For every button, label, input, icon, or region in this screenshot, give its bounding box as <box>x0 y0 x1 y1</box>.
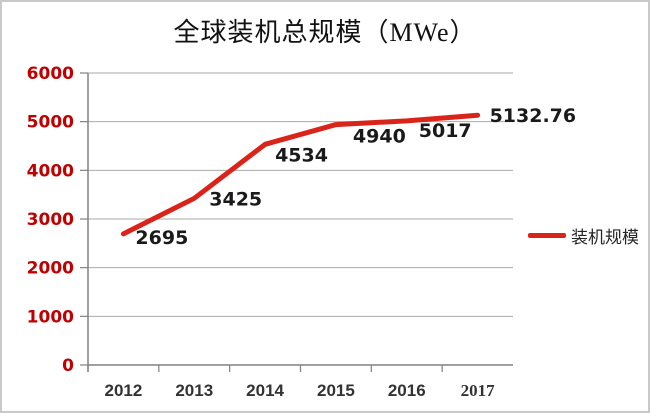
x-axis-tick-label: 2015 <box>317 381 355 400</box>
series-line <box>120 112 481 237</box>
data-point-label: 4534 <box>275 144 328 166</box>
legend: 装机规模 <box>528 223 639 248</box>
y-axis-tick-label: 5000 <box>27 113 74 133</box>
chart-title: 全球装机总规模（MWe） <box>173 18 477 47</box>
y-axis-tick-label: 3000 <box>27 210 74 230</box>
y-axis-tick-label: 6000 <box>27 64 74 84</box>
x-axis-tick-label: 2017 <box>461 381 496 400</box>
data-point-label: 3425 <box>209 188 262 210</box>
x-axis-tick-label: 2012 <box>105 381 143 400</box>
data-point-label: 2695 <box>135 227 188 249</box>
x-axis-tick-label: 2013 <box>175 381 213 400</box>
y-axis-tick-label: 2000 <box>27 259 74 279</box>
x-axis-tick-label: 2014 <box>246 381 284 400</box>
x-axis-tick-label: 2016 <box>388 381 426 400</box>
y-axis-tick-label: 4000 <box>27 161 74 181</box>
y-axis-tick-label: 1000 <box>27 307 74 327</box>
data-point-label: 5132.76 <box>490 105 577 127</box>
data-point-label: 4940 <box>353 126 406 148</box>
y-axis-tick-label: 0 <box>62 356 74 376</box>
legend-line-swatch <box>528 233 566 238</box>
data-point-label: 5017 <box>419 120 472 142</box>
legend-label: 装机规模 <box>571 228 639 247</box>
